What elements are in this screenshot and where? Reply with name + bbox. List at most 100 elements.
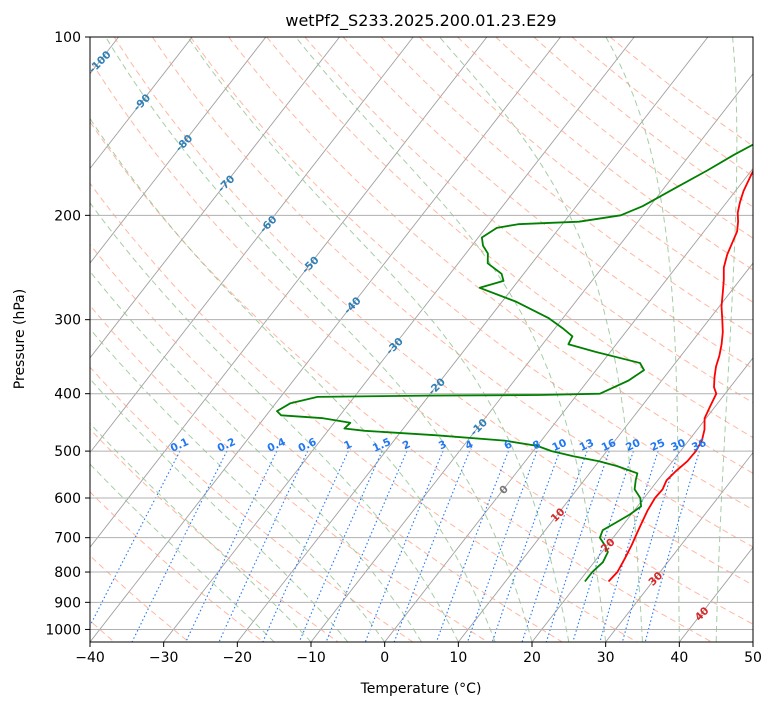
dry-adiabat-label: -100: [87, 49, 114, 76]
y-tick-label: 1000: [45, 622, 81, 638]
x-tick-label: 40: [670, 650, 688, 666]
mixing-ratio-line: [599, 450, 659, 642]
y-tick-label: 400: [54, 387, 81, 403]
mixing-ratio-line: [466, 450, 538, 642]
dry-adiabat-line: [90, 366, 414, 642]
dry-adiabat-line: [495, 37, 753, 239]
mixing-ratio-label: 16: [600, 437, 618, 454]
moist-adiabat-line: [605, 37, 680, 642]
moist-adiabat-line: [439, 37, 643, 642]
mixing-ratio-label: 1: [342, 438, 354, 452]
isotherm-line: [163, 37, 635, 642]
x-tick-label: −10: [296, 650, 326, 666]
mixing-ratio-line: [325, 450, 408, 642]
isotherm-line: [90, 37, 488, 549]
moist-adiabat-line: [90, 422, 312, 642]
dry-adiabat-line: [304, 37, 753, 404]
mixing-ratio-line: [185, 450, 278, 642]
mixing-ratio-label: 0.4: [266, 436, 288, 455]
dry-adiabat-line: [380, 37, 753, 336]
isotherm-line: [605, 451, 753, 642]
mixing-ratio-line: [644, 450, 700, 642]
dry-adiabat-line: [90, 58, 753, 625]
mixing-ratio-line: [262, 450, 349, 642]
x-tick-label: 20: [523, 650, 541, 666]
y-tick-label: 900: [54, 595, 81, 611]
mixing-ratio-label: 30: [669, 437, 687, 454]
y-tick-label: 500: [54, 444, 81, 460]
mixing-ratio-line: [131, 450, 228, 642]
moist-adiabat-line: [90, 328, 386, 642]
plot-frame: [89, 36, 754, 643]
background-lines: [90, 37, 753, 642]
mixing-ratio-line: [545, 450, 610, 642]
x-tick-label: 50: [744, 650, 762, 666]
y-tick-label: 300: [54, 313, 81, 329]
moist-adiabat-line: [90, 378, 349, 642]
mixing-ratio-label: 36: [690, 437, 708, 454]
chart-title: wetPf2_S233.2025.200.01.23.E29: [285, 11, 556, 31]
y-axis-label: Pressure (hPa): [12, 289, 28, 389]
x-tick-label: 10: [449, 650, 467, 666]
mixing-ratio-label: 8: [531, 438, 543, 452]
y-tick-label: 700: [54, 531, 81, 547]
dry-adiabat-line: [90, 121, 712, 642]
isotherm-line: [90, 37, 340, 359]
dry-adiabat-line: [90, 491, 264, 642]
mixing-ratio-label: 3: [437, 438, 449, 452]
isotherm-line: [457, 262, 753, 642]
y-tick-label: 200: [54, 208, 81, 224]
dry-adiabat-line: [342, 37, 753, 370]
temperature-profile-line: [607, 169, 753, 583]
dry-adiabat-line: [571, 37, 753, 177]
isotherm-line: [90, 37, 267, 264]
isotherm-line: [90, 37, 561, 642]
data-lines: [276, 143, 753, 583]
mixing-ratio-label: 1.5: [371, 436, 393, 455]
dry-adiabat-line: [90, 304, 488, 642]
isotherm-line: [236, 37, 709, 642]
x-tick-label: 30: [597, 650, 615, 666]
axis-ticks: −40 −30 −20 −10 0 10 20 30 40 5010020030040050060…: [45, 30, 762, 666]
y-tick-label: 800: [54, 565, 81, 581]
mixing-ratio-label: 13: [578, 437, 596, 454]
isotherm-line: [90, 37, 193, 170]
mixing-ratio-line: [572, 450, 634, 642]
mixing-ratio-label: 2: [401, 438, 413, 452]
mixing-ratio-line: [491, 450, 561, 642]
moist-adiabat-line: [715, 37, 738, 642]
moist-adiabat-line: [105, 37, 533, 642]
moist-adiabat-line: [295, 37, 607, 642]
moist-adiabat-line: [187, 37, 570, 642]
dry-adiabat-line: [228, 37, 753, 474]
moist-adiabat-line: [90, 117, 496, 642]
x-tick-label: −30: [149, 650, 179, 666]
mixing-ratio-label: 0.1: [169, 436, 191, 455]
moist-adiabat-line: [90, 463, 275, 642]
mixing-ratio-line: [621, 450, 680, 642]
mixing-ratio-label: 4: [464, 438, 476, 452]
x-axis-label: Temperature (°C): [360, 681, 482, 697]
moist-adiabat-line: [90, 202, 459, 642]
x-tick-label: 0: [380, 650, 389, 666]
dry-adiabat-line: [190, 37, 753, 511]
dewpoint-profile-line: [276, 143, 753, 583]
dry-adiabat-line: [457, 37, 753, 271]
y-tick-label: 100: [54, 30, 81, 46]
isotherm-line: [752, 641, 753, 642]
grid-lines: [90, 36, 753, 630]
mixing-ratio-line: [393, 450, 471, 642]
isotherm-line: [310, 72, 753, 642]
dry-adiabat-line: [90, 182, 638, 642]
mixing-ratio-label: 20: [624, 437, 642, 454]
mixing-ratio-label: 10: [550, 437, 568, 454]
moist-adiabat-line: [90, 270, 422, 642]
mixing-ratio-line: [435, 450, 510, 642]
isotherm-line: [531, 357, 753, 642]
mixing-ratio-label: 6: [502, 438, 514, 452]
dry-adiabat-line: [266, 37, 753, 439]
y-tick-label: 600: [54, 491, 81, 507]
x-tick-label: −40: [75, 650, 105, 666]
dry-adiabat-line: [90, 243, 563, 642]
